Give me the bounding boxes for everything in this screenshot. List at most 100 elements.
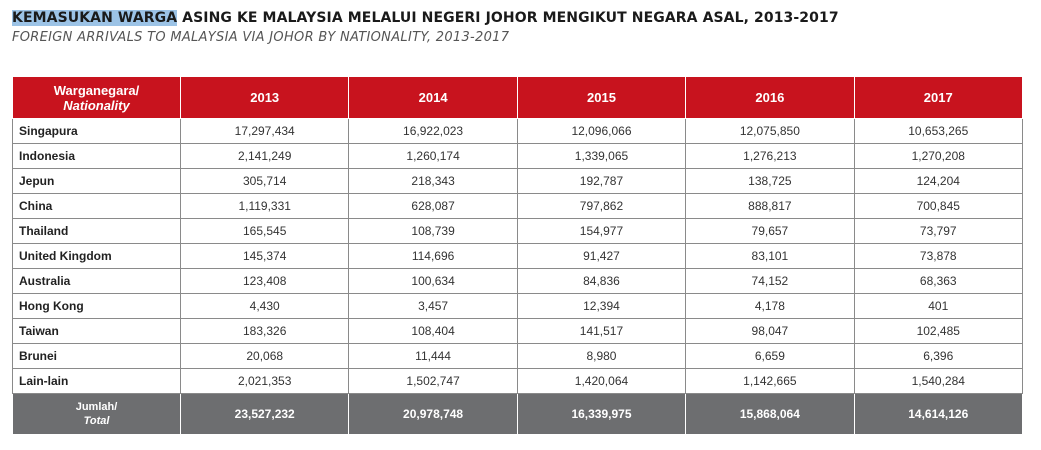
total-cell: 15,868,064 xyxy=(686,394,854,435)
value-cell: 74,152 xyxy=(686,269,854,294)
nationality-cell: United Kingdom xyxy=(13,244,181,269)
table-row: Brunei 20,068 11,444 8,980 6,659 6,396 xyxy=(13,344,1023,369)
value-cell: 218,343 xyxy=(349,169,517,194)
title-rest: ASING KE MALAYSIA MELALUI NEGERI JOHOR M… xyxy=(177,10,839,26)
value-cell: 16,922,023 xyxy=(349,119,517,144)
value-cell: 138,725 xyxy=(686,169,854,194)
value-cell: 1,260,174 xyxy=(349,144,517,169)
header-year: 2014 xyxy=(349,77,517,119)
table-row: Taiwan 183,326 108,404 141,517 98,047 102,485 xyxy=(13,319,1023,344)
total-label-line2: Total xyxy=(13,414,180,428)
value-cell: 20,068 xyxy=(181,344,349,369)
value-cell: 1,502,747 xyxy=(349,369,517,394)
value-cell: 6,659 xyxy=(686,344,854,369)
total-row: Jumlah/ Total 23,527,232 20,978,748 16,3… xyxy=(13,394,1023,435)
header-year: 2015 xyxy=(517,77,685,119)
header-year: 2017 xyxy=(854,77,1022,119)
nationality-cell: Singapura xyxy=(13,119,181,144)
value-cell: 123,408 xyxy=(181,269,349,294)
table-row: China 1,119,331 628,087 797,862 888,817 700,8… xyxy=(13,194,1023,219)
nationality-cell: Australia xyxy=(13,269,181,294)
value-cell: 1,276,213 xyxy=(686,144,854,169)
nationality-cell: Thailand xyxy=(13,219,181,244)
table-row: Indonesia 2,141,249 1,260,174 1,339,065 1,27… xyxy=(13,144,1023,169)
value-cell: 91,427 xyxy=(517,244,685,269)
header-row: Warganegara/ Nationality 2013 2014 2015 … xyxy=(13,77,1023,119)
document-page: KEMASUKAN WARGA ASING KE MALAYSIA MELALU… xyxy=(0,0,1041,450)
value-cell: 12,096,066 xyxy=(517,119,685,144)
header-year: 2013 xyxy=(181,77,349,119)
table-row: Singapura 17,297,434 16,922,023 12,096,066 1… xyxy=(13,119,1023,144)
value-cell: 84,836 xyxy=(517,269,685,294)
total-label: Jumlah/ Total xyxy=(13,394,181,435)
value-cell: 6,396 xyxy=(854,344,1022,369)
value-cell: 154,977 xyxy=(517,219,685,244)
value-cell: 305,714 xyxy=(181,169,349,194)
value-cell: 4,430 xyxy=(181,294,349,319)
total-cell: 23,527,232 xyxy=(181,394,349,435)
value-cell: 2,141,249 xyxy=(181,144,349,169)
total-cell: 20,978,748 xyxy=(349,394,517,435)
value-cell: 102,485 xyxy=(854,319,1022,344)
value-cell: 68,363 xyxy=(854,269,1022,294)
value-cell: 73,878 xyxy=(854,244,1022,269)
value-cell: 3,457 xyxy=(349,294,517,319)
value-cell: 192,787 xyxy=(517,169,685,194)
value-cell: 1,420,064 xyxy=(517,369,685,394)
value-cell: 797,862 xyxy=(517,194,685,219)
total-cell: 14,614,126 xyxy=(854,394,1022,435)
value-cell: 98,047 xyxy=(686,319,854,344)
value-cell: 888,817 xyxy=(686,194,854,219)
table-row: Jepun 305,714 218,343 192,787 138,725 124,204 xyxy=(13,169,1023,194)
table-row: Lain-lain 2,021,353 1,502,747 1,420,064 1,14… xyxy=(13,369,1023,394)
table-title: KEMASUKAN WARGA ASING KE MALAYSIA MELALU… xyxy=(12,10,839,26)
total-label-line1: Jumlah/ xyxy=(76,401,118,413)
nationality-cell: China xyxy=(13,194,181,219)
nationality-cell: Hong Kong xyxy=(13,294,181,319)
table-row: Australia 123,408 100,634 84,836 74,152 68,36… xyxy=(13,269,1023,294)
value-cell: 145,374 xyxy=(181,244,349,269)
header-nationality-line1: Warganegara/ xyxy=(54,83,140,98)
table-body: Singapura 17,297,434 16,922,023 12,096,066 1… xyxy=(13,119,1023,394)
value-cell: 124,204 xyxy=(854,169,1022,194)
nationality-cell: Jepun xyxy=(13,169,181,194)
value-cell: 4,178 xyxy=(686,294,854,319)
arrivals-table: Warganegara/ Nationality 2013 2014 2015 … xyxy=(12,76,1023,435)
table-header: Warganegara/ Nationality 2013 2014 2015 … xyxy=(13,77,1023,119)
nationality-cell: Indonesia xyxy=(13,144,181,169)
value-cell: 79,657 xyxy=(686,219,854,244)
value-cell: 700,845 xyxy=(854,194,1022,219)
value-cell: 1,339,065 xyxy=(517,144,685,169)
value-cell: 141,517 xyxy=(517,319,685,344)
value-cell: 183,326 xyxy=(181,319,349,344)
value-cell: 114,696 xyxy=(349,244,517,269)
nationality-cell: Lain-lain xyxy=(13,369,181,394)
value-cell: 8,980 xyxy=(517,344,685,369)
value-cell: 10,653,265 xyxy=(854,119,1022,144)
nationality-cell: Taiwan xyxy=(13,319,181,344)
value-cell: 1,142,665 xyxy=(686,369,854,394)
table-footer: Jumlah/ Total 23,527,232 20,978,748 16,3… xyxy=(13,394,1023,435)
value-cell: 100,634 xyxy=(349,269,517,294)
value-cell: 165,545 xyxy=(181,219,349,244)
table-row: Thailand 165,545 108,739 154,977 79,657 73,79… xyxy=(13,219,1023,244)
value-cell: 108,404 xyxy=(349,319,517,344)
value-cell: 628,087 xyxy=(349,194,517,219)
value-cell: 12,394 xyxy=(517,294,685,319)
value-cell: 1,270,208 xyxy=(854,144,1022,169)
table-subtitle: FOREIGN ARRIVALS TO MALAYSIA VIA JOHOR B… xyxy=(12,30,509,45)
table-row: United Kingdom 145,374 114,696 91,427 83,101… xyxy=(13,244,1023,269)
total-cell: 16,339,975 xyxy=(517,394,685,435)
value-cell: 73,797 xyxy=(854,219,1022,244)
value-cell: 401 xyxy=(854,294,1022,319)
header-nationality-line2: Nationality xyxy=(13,98,180,113)
value-cell: 108,739 xyxy=(349,219,517,244)
header-nationality: Warganegara/ Nationality xyxy=(13,77,181,119)
table-row: Hong Kong 4,430 3,457 12,394 4,178 401 xyxy=(13,294,1023,319)
value-cell: 1,540,284 xyxy=(854,369,1022,394)
value-cell: 11,444 xyxy=(349,344,517,369)
value-cell: 17,297,434 xyxy=(181,119,349,144)
value-cell: 1,119,331 xyxy=(181,194,349,219)
header-year: 2016 xyxy=(686,77,854,119)
title-highlight: KEMASUKAN WARGA xyxy=(12,10,177,26)
